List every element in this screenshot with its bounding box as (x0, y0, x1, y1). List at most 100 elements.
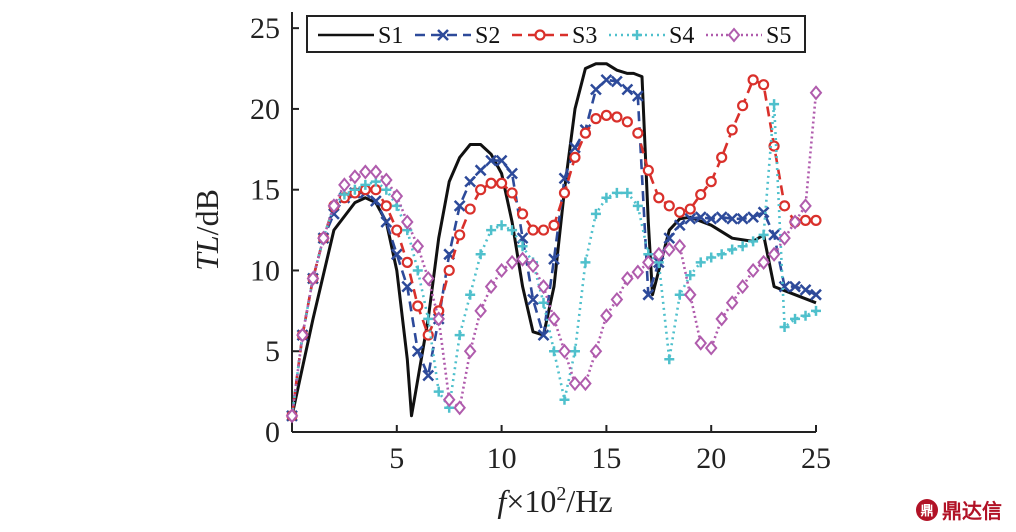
data-point (464, 175, 477, 188)
data-point (727, 244, 738, 255)
data-point (432, 311, 446, 327)
series-s2 (286, 73, 822, 422)
legend: S1 S2 S3 S4 S5 (306, 15, 806, 53)
data-point (580, 257, 591, 268)
data-point (590, 113, 602, 125)
data-point (811, 305, 821, 316)
data-point (684, 212, 697, 225)
data-point (443, 264, 455, 277)
data-point (631, 264, 645, 280)
data-point (412, 265, 423, 276)
data-point (411, 238, 425, 254)
data-point (453, 199, 466, 212)
data-point (453, 400, 466, 416)
data-point (621, 83, 634, 96)
logo-icon: 鼎 (916, 498, 938, 521)
legend-label-s2: S2 (475, 23, 500, 49)
data-point (568, 375, 582, 392)
data-point (736, 279, 749, 295)
data-point (442, 392, 456, 408)
data-point (484, 279, 498, 295)
data-point (736, 212, 749, 225)
data-point (601, 192, 612, 203)
data-point (694, 335, 708, 351)
data-point (475, 249, 486, 260)
data-point (590, 83, 602, 96)
series-s5 (285, 85, 823, 424)
data-point (799, 214, 812, 226)
data-point (537, 224, 550, 236)
data-point (705, 176, 717, 188)
data-point (789, 280, 801, 293)
data-point (694, 211, 707, 224)
data-point (359, 164, 372, 180)
data-point (390, 188, 404, 204)
data-point (715, 311, 728, 327)
data-point (642, 288, 655, 301)
data-point (715, 211, 728, 224)
data-point (790, 313, 801, 324)
x-tick-label: 10 (487, 442, 517, 475)
data-point (673, 219, 686, 232)
series-line-s4 (290, 102, 817, 416)
legend-label-s4: S4 (669, 23, 694, 49)
data-point (778, 230, 791, 246)
y-tick-label: 15 (250, 174, 280, 207)
data-point (600, 73, 613, 86)
data-point (695, 257, 706, 268)
data-point (726, 212, 739, 225)
data-point (496, 177, 508, 189)
data-point (611, 111, 623, 123)
x-tick-label: 20 (696, 442, 726, 475)
data-point (631, 90, 644, 102)
data-point (474, 303, 487, 319)
data-point (537, 329, 550, 341)
data-point (590, 208, 601, 219)
data-point (495, 262, 508, 279)
data-point (338, 177, 351, 193)
data-point (558, 172, 571, 185)
data-point (800, 310, 811, 321)
data-point (610, 291, 624, 308)
data-point (360, 179, 371, 190)
data-point (674, 206, 686, 218)
data-point (485, 177, 497, 189)
data-point (725, 295, 739, 311)
data-point (632, 200, 643, 211)
data-point (538, 297, 549, 308)
data-point (737, 241, 748, 252)
data-point (810, 288, 822, 301)
data-point (683, 287, 697, 303)
y-axis-title: TL/dB (189, 189, 225, 271)
data-point (642, 164, 654, 176)
legend-marker-s3 (534, 29, 546, 41)
data-point (757, 206, 770, 219)
data-point (757, 79, 770, 91)
data-point (652, 246, 666, 262)
data-point (401, 280, 414, 293)
data-point (673, 238, 687, 254)
data-point (411, 345, 424, 358)
watermark-logo: 鼎 鼎达信 (916, 495, 1002, 524)
data-point (726, 124, 738, 136)
data-point (685, 270, 696, 281)
data-point (662, 241, 676, 258)
data-point (507, 225, 518, 236)
data-point (549, 346, 559, 357)
data-point (496, 220, 507, 231)
data-point (486, 225, 497, 236)
data-point (495, 154, 508, 167)
data-point (799, 283, 812, 296)
y-tick-label: 5 (265, 335, 280, 368)
data-point (465, 289, 476, 300)
data-point (548, 219, 560, 231)
data-point (328, 208, 340, 220)
data-point (433, 386, 444, 397)
data-point (610, 75, 623, 88)
data-point (621, 116, 633, 128)
series-layer (285, 62, 823, 424)
data-point (516, 208, 529, 220)
data-point (390, 248, 403, 261)
data-point (559, 394, 570, 405)
data-point (684, 203, 696, 215)
